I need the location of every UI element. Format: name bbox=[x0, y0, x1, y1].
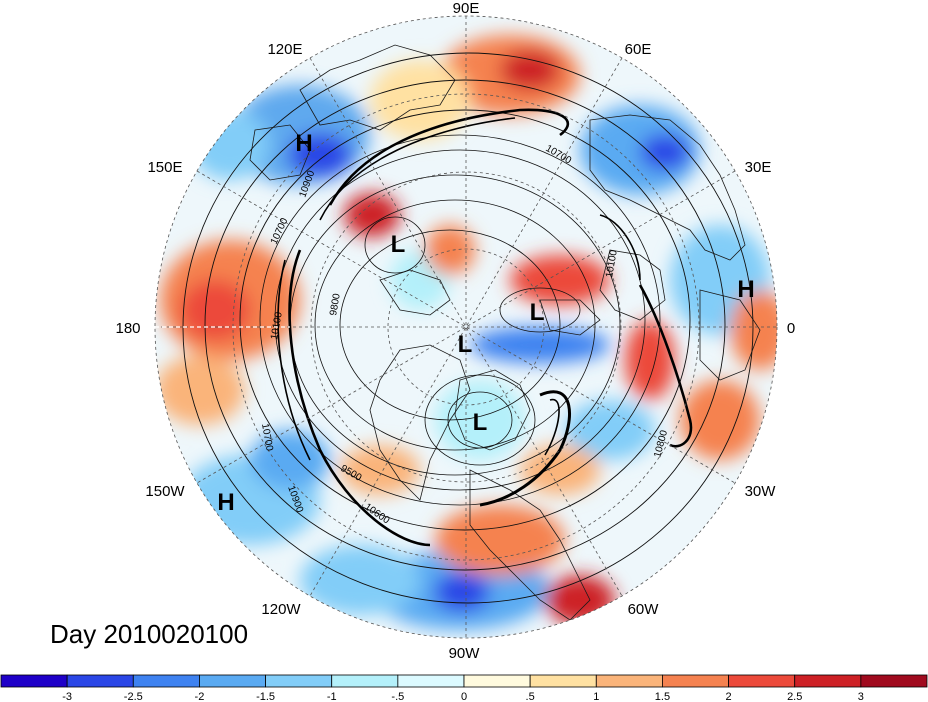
color-bar-box bbox=[662, 674, 729, 688]
low-marker: L bbox=[530, 299, 545, 326]
color-bar-box bbox=[265, 674, 333, 688]
date-label: Day 2010020100 bbox=[50, 619, 249, 649]
color-bar-tick-label: -1 bbox=[327, 691, 337, 702]
color-bar-tick-label: .5 bbox=[526, 691, 535, 702]
color-bar-box bbox=[463, 674, 531, 688]
color-bar-box bbox=[728, 674, 796, 688]
color-bar-box bbox=[794, 674, 862, 688]
high-marker: H bbox=[737, 276, 754, 303]
low-marker: L bbox=[458, 331, 473, 358]
color-bar-tick-label: -1.5 bbox=[256, 691, 275, 702]
polar-stereographic-map: 90E 60E 120E 150E 30E 180 0 150W 30W 120… bbox=[115, 0, 795, 660]
lon-label-180: 180 bbox=[115, 320, 140, 337]
lon-label-30w: 30W bbox=[745, 483, 777, 500]
low-marker: L bbox=[391, 231, 406, 258]
color-bar-tick-label: -2.5 bbox=[124, 691, 143, 702]
high-marker: H bbox=[217, 489, 234, 516]
contour-label: 9800 bbox=[328, 292, 343, 316]
color-bar-tick-label: 1.5 bbox=[655, 691, 670, 702]
color-bar-box bbox=[529, 674, 597, 688]
lon-label-150e: 150E bbox=[147, 159, 182, 176]
anomaly-shading bbox=[155, 16, 777, 638]
color-bar-tick-label: -3 bbox=[62, 691, 72, 702]
color-bar-box bbox=[860, 674, 928, 688]
jet-stream-isotachs bbox=[277, 108, 693, 547]
coastlines bbox=[249, 44, 761, 621]
low-marker: L bbox=[473, 409, 488, 436]
color-bar-tick-label: 2.5 bbox=[787, 691, 802, 702]
color-bar-box bbox=[132, 674, 200, 688]
pressure-centers: H H H L L L L bbox=[217, 130, 754, 516]
color-bar-box bbox=[397, 674, 465, 688]
color-bar-box bbox=[0, 674, 68, 688]
lon-label-30e: 30E bbox=[745, 159, 772, 176]
high-marker: H bbox=[295, 130, 312, 157]
longitude-labels: 90E 60E 120E 150E 30E 180 0 150W 30W 120… bbox=[115, 0, 795, 660]
color-bar-box bbox=[331, 674, 399, 688]
lon-label-120w: 120W bbox=[261, 601, 301, 618]
lon-label-150w: 150W bbox=[145, 483, 185, 500]
map-graticule bbox=[154, 15, 778, 639]
color-bar-tick-label: -.5 bbox=[391, 691, 404, 702]
color-bar-tick-label: 2 bbox=[726, 691, 732, 702]
color-bar-ticks: -3 -2.5 -2 -1.5 -1 -.5 0 .5 1 1.5 2 2.5 3 bbox=[62, 691, 864, 702]
lon-label-90w: 90W bbox=[449, 645, 481, 660]
lon-label-120e: 120E bbox=[267, 41, 302, 58]
color-bar-tick-label: 1 bbox=[593, 691, 599, 702]
lon-label-60w: 60W bbox=[628, 601, 660, 618]
color-bar-tick-label: -2 bbox=[195, 691, 205, 702]
height-contours bbox=[182, 52, 754, 604]
color-bar-tick-label: 3 bbox=[858, 691, 864, 702]
lon-label-90e: 90E bbox=[453, 0, 480, 17]
contour-label: 10100 bbox=[269, 311, 285, 341]
lon-label-60e: 60E bbox=[625, 41, 652, 58]
color-bar-box bbox=[66, 674, 134, 688]
color-bar-box bbox=[199, 674, 266, 688]
color-bar-boxes bbox=[0, 674, 928, 688]
color-bar-box bbox=[595, 674, 663, 688]
contour-label: 10700 bbox=[259, 423, 275, 453]
contour-label: 10100 bbox=[604, 249, 620, 279]
lon-label-0: 0 bbox=[787, 320, 795, 337]
color-bar-tick-label: 0 bbox=[461, 691, 467, 702]
color-bar: -3 -2.5 -2 -1.5 -1 -.5 0 .5 1 1.5 2 2.5 3 bbox=[0, 674, 928, 702]
